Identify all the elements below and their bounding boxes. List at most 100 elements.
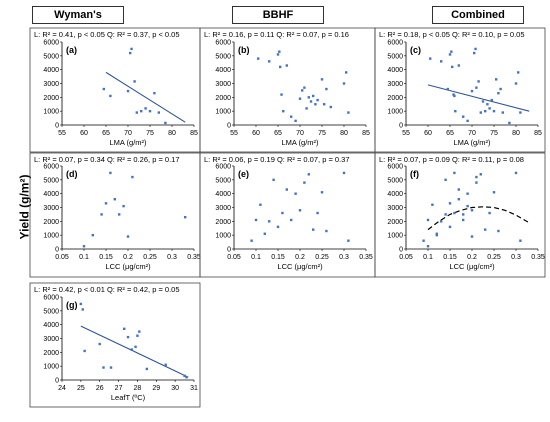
data-point [457, 198, 460, 201]
panel-g: L: R² = 0.42, p < 0.01 Q: R² = 0.42, p =… [29, 282, 201, 408]
data-point [462, 218, 465, 222]
data-point [451, 65, 454, 69]
panel-stats: L: R² = 0.06, p = 0.19 Q: R² = 0.07, p =… [204, 155, 350, 164]
x-tick-label: 80 [512, 130, 520, 137]
trend-line [105, 71, 186, 123]
panel-frame [374, 152, 546, 278]
x-tick-label: 0.1 [79, 254, 89, 261]
data-point [102, 87, 105, 91]
data-point [440, 60, 443, 63]
data-point [254, 218, 258, 222]
data-point [109, 94, 112, 98]
data-point [157, 111, 160, 114]
x-tick-label: 29 [152, 385, 160, 392]
y-tick-label: 2000 [215, 95, 231, 102]
data-point [426, 218, 430, 222]
data-point [347, 111, 350, 114]
x-tick-label: 0.35 [187, 254, 201, 261]
data-point [444, 213, 447, 216]
header-combined: Combined [432, 6, 524, 24]
x-tick-label: 24 [58, 385, 66, 392]
data-point [477, 80, 480, 83]
data-point [479, 111, 482, 114]
data-point [312, 94, 315, 98]
x-tick-label: 85 [534, 130, 542, 137]
y-tick-label: 6000 [43, 295, 59, 302]
data-point [129, 51, 132, 55]
x-axis-label: LCC (μg/cm²) [105, 262, 151, 271]
data-point [342, 171, 346, 175]
data-point [475, 181, 478, 184]
data-point [492, 191, 496, 194]
x-tick-label: 0.15 [99, 254, 113, 261]
data-point [517, 71, 520, 74]
data-point [268, 220, 271, 223]
data-point [475, 86, 478, 89]
data-point [474, 47, 477, 51]
data-point [519, 239, 522, 242]
y-tick-label: 3000 [43, 336, 59, 343]
y-tick-label: 6000 [387, 40, 403, 47]
data-point [450, 50, 453, 53]
x-tick-label: 0.05 [399, 254, 413, 261]
data-point [303, 86, 306, 89]
data-point [307, 96, 310, 99]
data-point [470, 235, 474, 238]
data-point [453, 94, 456, 98]
data-point [431, 203, 434, 206]
data-point [508, 121, 511, 125]
x-tick-label: 55 [402, 130, 410, 137]
data-point [183, 374, 186, 378]
data-point [329, 105, 332, 109]
data-point [501, 111, 504, 114]
x-tick-label: 80 [168, 130, 176, 137]
data-point [497, 91, 500, 95]
y-tick-label: 6000 [43, 164, 59, 171]
data-point [514, 171, 518, 175]
y-tick-label: 5000 [215, 177, 231, 184]
data-point [122, 204, 125, 208]
data-point [83, 349, 86, 353]
x-tick-label: 60 [424, 130, 432, 137]
data-point [435, 232, 438, 235]
y-tick-label: 2000 [387, 95, 403, 102]
x-tick-label: 30 [171, 385, 179, 392]
y-tick-label: 0 [55, 378, 59, 385]
y-tick-label: 4000 [43, 67, 59, 74]
data-point [457, 188, 460, 191]
y-tick-label: 1000 [43, 109, 59, 116]
x-axis-label: LMA (g/m²) [281, 138, 319, 147]
data-point [145, 367, 149, 371]
data-point [118, 213, 121, 216]
x-tick-label: 75 [318, 130, 326, 137]
y-tick-label: 2000 [43, 95, 59, 102]
x-axis-label: LeafT (ºC) [111, 393, 146, 402]
data-point [314, 103, 317, 106]
y-tick-label: 6000 [43, 40, 59, 47]
data-point [281, 211, 284, 215]
data-point [140, 109, 143, 113]
x-tick-label: 0.15 [271, 254, 285, 261]
data-point [325, 229, 328, 233]
x-tick-label: 25 [77, 385, 85, 392]
x-tick-label: 55 [58, 130, 66, 137]
data-point [294, 192, 297, 195]
x-tick-label: 0.35 [359, 254, 373, 261]
data-point [470, 89, 474, 93]
y-tick-label: 0 [227, 247, 231, 254]
y-tick-label: 6000 [387, 164, 403, 171]
data-point [301, 89, 304, 92]
y-tick-label: 0 [399, 247, 403, 254]
panel-stats: L: R² = 0.07, p = 0.09 Q: R² = 0.11, p =… [379, 155, 524, 164]
x-tick-label: 0.2 [467, 254, 477, 261]
panel-frame [374, 27, 546, 153]
y-tick-label: 4000 [43, 322, 59, 329]
x-tick-label: 60 [80, 130, 88, 137]
y-tick-label: 2000 [43, 350, 59, 357]
data-point [109, 366, 113, 369]
data-point [448, 53, 452, 56]
data-point [452, 93, 455, 96]
data-point [466, 192, 469, 195]
data-point [126, 89, 130, 93]
data-point [426, 245, 430, 248]
